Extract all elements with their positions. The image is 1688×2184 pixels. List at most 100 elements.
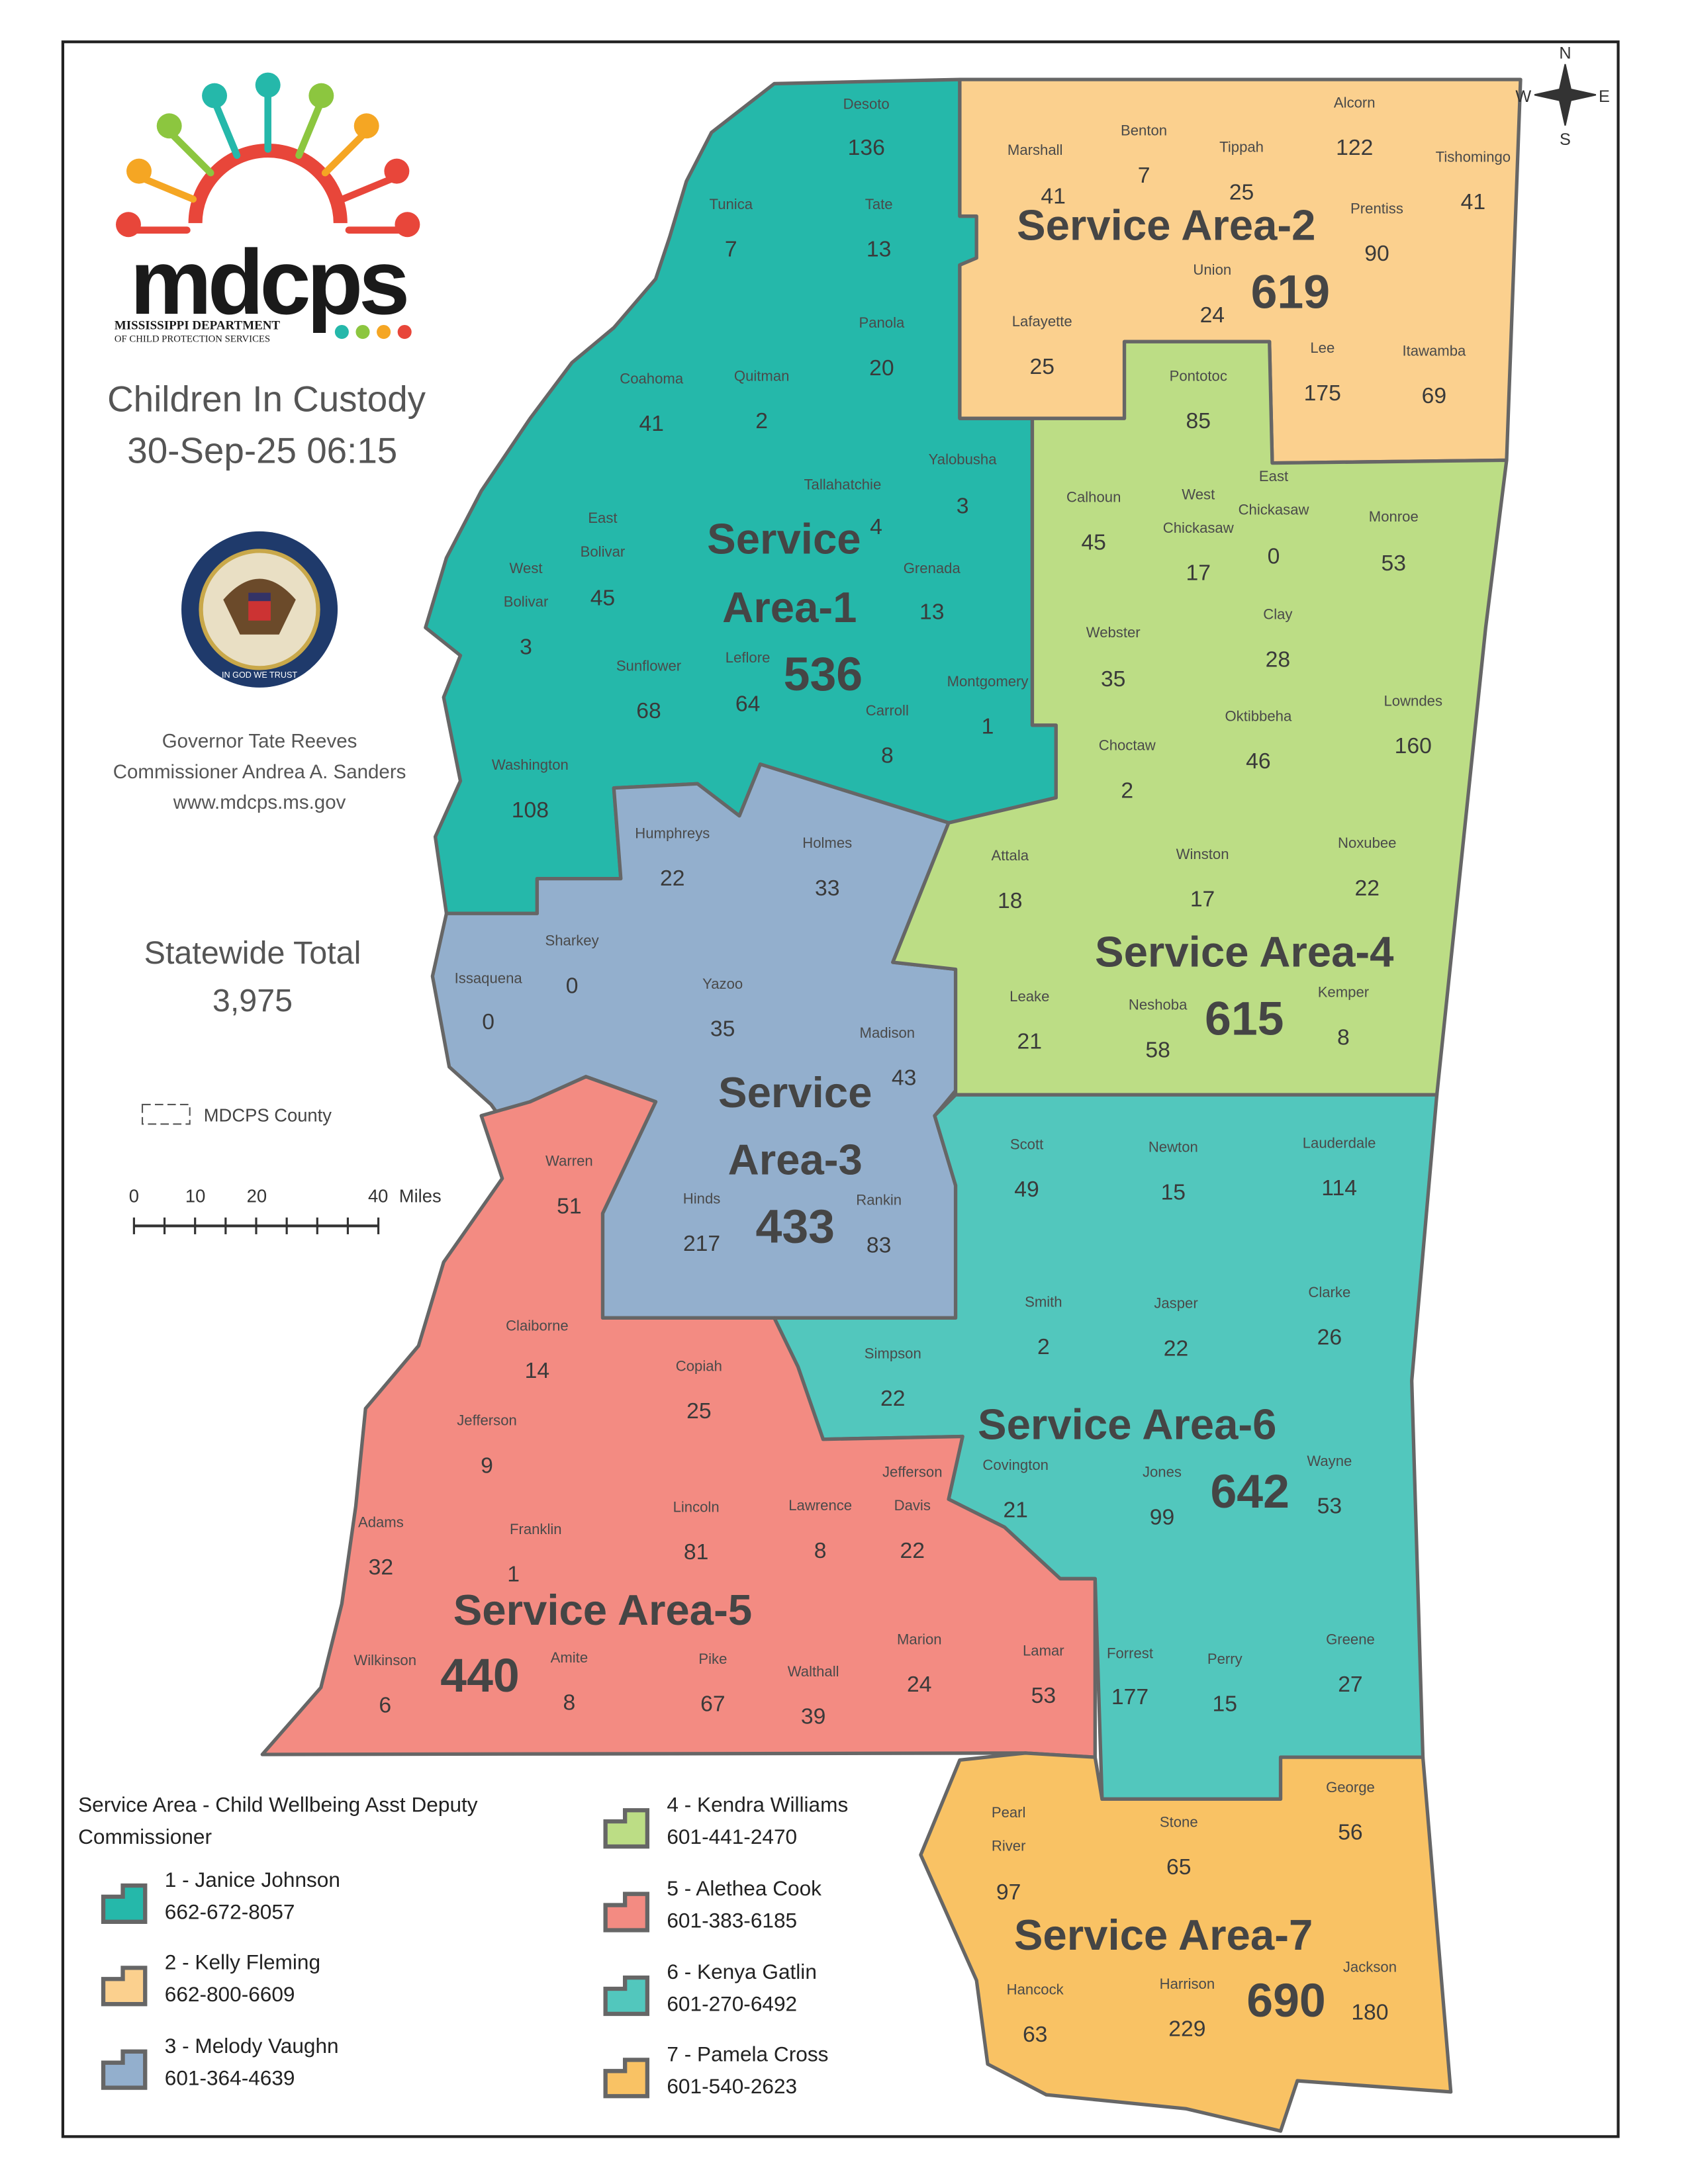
county-jones[interactable]: Jones 99 bbox=[1143, 1464, 1182, 1530]
county-kemper[interactable]: Kemper 8 bbox=[1318, 984, 1369, 1050]
county-jefferson-davis[interactable]: Jefferson Davis 22 bbox=[882, 1464, 943, 1563]
county-warren[interactable]: Warren 51 bbox=[545, 1153, 593, 1219]
county-webster[interactable]: Webster 35 bbox=[1086, 624, 1141, 692]
county-noxubee[interactable]: Noxubee 22 bbox=[1338, 835, 1397, 901]
county-union[interactable]: Union 24 bbox=[1193, 261, 1231, 328]
county-tishomingo[interactable]: Tishomingo 41 bbox=[1436, 148, 1511, 214]
county-name: Carroll bbox=[866, 702, 909, 719]
legend-swatch bbox=[603, 1891, 650, 1933]
county-desoto[interactable]: Desoto 136 bbox=[843, 95, 890, 160]
county-perry[interactable]: Perry 15 bbox=[1207, 1651, 1243, 1717]
county-copiah[interactable]: Copiah 25 bbox=[676, 1357, 722, 1424]
county-lincoln[interactable]: Lincoln 81 bbox=[673, 1498, 720, 1565]
county-pike[interactable]: Pike 67 bbox=[698, 1651, 727, 1717]
county-harrison[interactable]: Harrison 229 bbox=[1160, 1976, 1215, 2042]
county-leake[interactable]: Leake 21 bbox=[1009, 988, 1049, 1054]
county-west-bolivar[interactable]: West Bolivar 3 bbox=[504, 560, 549, 659]
county-oktibbeha[interactable]: Oktibbeha 46 bbox=[1225, 707, 1291, 774]
county-name: Lamar bbox=[1023, 1642, 1064, 1659]
county-lafayette[interactable]: Lafayette 25 bbox=[1012, 313, 1072, 379]
county-tippah[interactable]: Tippah 25 bbox=[1219, 139, 1264, 205]
website-link[interactable]: www.mdcps.ms.gov bbox=[173, 792, 346, 813]
county-marion[interactable]: Marion 24 bbox=[897, 1631, 942, 1697]
county-madison[interactable]: Madison 43 bbox=[860, 1024, 917, 1091]
statewide-total-label: Statewide Total bbox=[144, 935, 361, 971]
county-jasper[interactable]: Jasper 22 bbox=[1154, 1295, 1197, 1361]
region-service-area-5[interactable] bbox=[260, 1075, 1097, 1759]
county-yazoo[interactable]: Yazoo 35 bbox=[702, 976, 743, 1042]
county-attala[interactable]: Attala 18 bbox=[991, 847, 1029, 913]
county-alcorn[interactable]: Alcorn 122 bbox=[1334, 94, 1376, 160]
county-lamar[interactable]: Lamar 53 bbox=[1023, 1642, 1064, 1708]
county-panola[interactable]: Panola 20 bbox=[859, 314, 905, 381]
region-service-area-4[interactable] bbox=[891, 340, 1509, 1097]
legend-item-6: 6 - Kenya Gatlin 601-270-6492 bbox=[603, 1960, 817, 2017]
county-calhoun[interactable]: Calhoun 45 bbox=[1066, 489, 1121, 555]
county-count: 35 bbox=[710, 1017, 735, 1042]
county-east-chickasaw[interactable]: East Chickasaw 0 bbox=[1239, 468, 1310, 569]
county-winston[interactable]: Winston 17 bbox=[1176, 846, 1229, 912]
county-grenada[interactable]: Grenada 13 bbox=[904, 560, 961, 625]
county-leflore[interactable]: Leflore 64 bbox=[726, 649, 771, 717]
county-sunflower[interactable]: Sunflower 68 bbox=[616, 658, 681, 724]
county-jackson[interactable]: Jackson 180 bbox=[1343, 1959, 1397, 2025]
county-itawamba[interactable]: Itawamba 69 bbox=[1402, 342, 1466, 408]
county-smith[interactable]: Smith 2 bbox=[1025, 1294, 1062, 1360]
county-amite[interactable]: Amite 8 bbox=[551, 1649, 588, 1715]
county-forrest[interactable]: Forrest 177 bbox=[1107, 1645, 1153, 1710]
county-issaquena[interactable]: Issaquena 0 bbox=[455, 970, 523, 1035]
county-carroll[interactable]: Carroll 8 bbox=[866, 702, 909, 768]
county-boundary-swatch bbox=[141, 1103, 191, 1125]
county-yalobusha[interactable]: Yalobusha 3 bbox=[929, 451, 998, 519]
county-george[interactable]: George 56 bbox=[1326, 1779, 1375, 1845]
county-sharkey[interactable]: Sharkey 0 bbox=[545, 933, 600, 999]
county-name: Coahoma bbox=[620, 371, 684, 387]
county-east-bolivar[interactable]: East Bolivar 45 bbox=[581, 510, 626, 610]
county-simpson[interactable]: Simpson 22 bbox=[865, 1345, 921, 1411]
county-wayne[interactable]: Wayne 53 bbox=[1307, 1453, 1352, 1519]
county-franklin[interactable]: Franklin 1 bbox=[507, 1521, 561, 1587]
county-walthall[interactable]: Walthall 39 bbox=[788, 1663, 839, 1729]
county-jefferson[interactable]: Jefferson 9 bbox=[457, 1412, 517, 1479]
statewide-total-value: 3,975 bbox=[212, 983, 293, 1019]
county-hancock[interactable]: Hancock 63 bbox=[1007, 1981, 1064, 2047]
county-holmes[interactable]: Holmes 33 bbox=[802, 835, 852, 901]
county-count: 3 bbox=[520, 634, 532, 659]
county-pearl-river[interactable]: Pearl River 97 bbox=[992, 1804, 1026, 1905]
county-benton[interactable]: Benton 7 bbox=[1121, 122, 1167, 188]
county-montgomery[interactable]: Montgomery 1 bbox=[947, 673, 1029, 739]
county-prentiss[interactable]: Prentiss 90 bbox=[1350, 200, 1403, 266]
county-lauderdale[interactable]: Lauderdale 114 bbox=[1303, 1134, 1376, 1201]
county-quitman[interactable]: Quitman 2 bbox=[734, 367, 790, 433]
county-tate[interactable]: Tate 13 bbox=[865, 196, 893, 262]
county-newton[interactable]: Newton 15 bbox=[1149, 1139, 1198, 1205]
county-lowndes[interactable]: Lowndes 160 bbox=[1384, 692, 1443, 758]
county-greene[interactable]: Greene 27 bbox=[1326, 1631, 1375, 1697]
county-lee[interactable]: Lee 175 bbox=[1304, 340, 1341, 406]
county-scott[interactable]: Scott 49 bbox=[1010, 1136, 1043, 1202]
county-claiborne[interactable]: Claiborne 14 bbox=[506, 1317, 569, 1383]
county-monroe[interactable]: Monroe 53 bbox=[1369, 508, 1419, 576]
county-wilkinson[interactable]: Wilkinson 6 bbox=[353, 1652, 416, 1718]
county-clay[interactable]: Clay 28 bbox=[1263, 606, 1293, 672]
county-count: 49 bbox=[1014, 1177, 1039, 1202]
county-lawrence[interactable]: Lawrence 8 bbox=[788, 1497, 852, 1563]
county-covington[interactable]: Covington 21 bbox=[982, 1457, 1049, 1523]
county-count: 13 bbox=[919, 600, 945, 625]
county-humphreys[interactable]: Humphreys 22 bbox=[635, 825, 710, 891]
county-rankin[interactable]: Rankin 83 bbox=[856, 1192, 902, 1258]
county-neshoba[interactable]: Neshoba 58 bbox=[1129, 997, 1188, 1063]
county-coahoma[interactable]: Coahoma 41 bbox=[620, 371, 684, 437]
region-service-area-7[interactable] bbox=[919, 1751, 1453, 2133]
county-west-chickasaw[interactable]: West Chickasaw 17 bbox=[1163, 486, 1235, 585]
county-choctaw[interactable]: Choctaw 2 bbox=[1099, 737, 1156, 803]
county-hinds[interactable]: Hinds 217 bbox=[683, 1191, 721, 1257]
county-stone[interactable]: Stone 65 bbox=[1160, 1814, 1198, 1880]
county-pontotoc[interactable]: Pontotoc 85 bbox=[1170, 367, 1227, 433]
county-tallahatchie[interactable]: Tallahatchie 4 bbox=[804, 477, 882, 539]
county-clarke[interactable]: Clarke 26 bbox=[1308, 1284, 1350, 1350]
county-washington[interactable]: Washington 108 bbox=[492, 756, 569, 823]
county-tunica[interactable]: Tunica 7 bbox=[710, 196, 753, 262]
county-marshall[interactable]: Marshall 41 bbox=[1008, 142, 1066, 209]
county-adams[interactable]: Adams 32 bbox=[358, 1514, 404, 1580]
